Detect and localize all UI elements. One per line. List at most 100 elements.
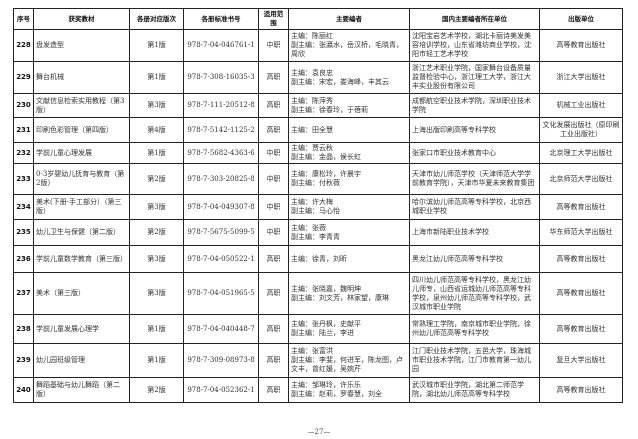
textbook-title: 学前儿童数学教育（第三版） [33, 245, 130, 273]
row-number: 232 [13, 142, 34, 164]
row-number: 238 [13, 314, 34, 344]
header-col-isbn: 各册标准书号 [183, 8, 259, 30]
edition: 第2版 [129, 377, 184, 403]
edition: 第1版 [129, 61, 184, 94]
row-number: 233 [13, 163, 34, 195]
edition: 第2版 [129, 219, 184, 246]
editors: 主编：张丹枫，史献平 副主编：陆兰，李进 [288, 314, 410, 344]
edition: 第3版 [129, 245, 184, 273]
edition: 第1版 [129, 314, 184, 344]
editors: 主编：袁良忠 副主编：宋宏，娄海峰，丰其云 [288, 61, 410, 94]
editor-units: 天津市幼儿师范学校（天津师范大学学前教育学院），天津市华夏未来教育集团 [409, 163, 540, 195]
editor-line: 主编：邹琳玲，许乐乐 [291, 381, 361, 389]
publisher: 高等教育出版社 [539, 377, 623, 403]
row-number: 236 [13, 245, 34, 273]
editor-line: 主编：陈丽红 [291, 32, 333, 40]
isbn: 978-7-111-20512-8 [183, 93, 259, 118]
editor-units: 江门职业技术学院，五邑大学，珠海城市职业技术学院，江门市教育第一幼儿园 [409, 343, 540, 378]
scope: 高职 [258, 61, 289, 94]
publisher: 高等教育出版社 [539, 272, 623, 315]
header-col-scope: 适用范围 [258, 8, 289, 30]
textbook-title: 幼儿卫生与保健（第二版） [33, 219, 130, 246]
editor-line: 主编：徐青，刘昕 [291, 254, 347, 263]
publisher: 华东师范大学出版社 [539, 219, 623, 246]
editor-line: 副主编：金晶，侯长虹 [291, 153, 361, 161]
table-row: 239 幼儿园班级管理 第1版 978-7-309-08973-8 高职 主编：张富洪 副主… [13, 343, 623, 378]
table-row: 238 学前儿童发展心理学 第1版 978-7-04-040448-7 高职 主编：张丹枫… [13, 314, 623, 344]
table-row: 236 学前儿童数学教育（第三版） 第3版 978-7-04-050522-1 高职 主编… [13, 245, 623, 273]
publisher: 浙江大学出版社 [539, 61, 623, 94]
isbn: 978-7-04-052362-1 [183, 377, 259, 403]
edition: 第1版 [129, 142, 184, 164]
table-row: 235 幼儿卫生与保健（第二版） 第2版 978-7-5675-5099-5 中职 主编：… [13, 219, 623, 246]
edition: 第2版 [129, 163, 184, 195]
editors: 主编：许大梅 副主编：马心怡 [288, 194, 410, 220]
row-number: 237 [13, 272, 34, 315]
isbn: 978-7-04-046761-1 [183, 29, 259, 62]
publisher: 高等教育出版社 [539, 29, 623, 62]
table-row: 228 盘发造型 第1版 978-7-04-046761-1 中职 主编：陈丽红 副主编：张… [13, 29, 623, 62]
row-number: 234 [13, 194, 34, 220]
editors: 主编：陈丽红 副主编：张瀛水，岳汉桥，毛晓青，周欣 [288, 29, 410, 62]
isbn: 978-7-5675-5099-5 [183, 219, 259, 246]
editor-line: 副主编：刘文芳，林家望，康琳 [291, 293, 389, 302]
editor-line: 主编：许大梅 [291, 198, 333, 206]
table-row: 229 舞台机械 第1版 978-7-308-16035-3 高职 主编：袁良忠 副主编：宋… [13, 61, 623, 94]
scope: 高职 [258, 377, 289, 403]
header-col-edition: 各册对应版次 [129, 8, 184, 30]
row-number: 229 [13, 61, 34, 94]
isbn: 978-7-309-08973-8 [183, 343, 259, 378]
editor-units: 张家口市职业技术教育中心 [409, 142, 540, 164]
editor-line: 副主编：李斐，何进军，陈龙图，卢文丰，曾红媛，吴婉芹 [291, 356, 403, 373]
awards-table: 序号 获奖教材 各册对应版次 各册标准书号 适用范围 主要编者 国内主要编者所在单位 出版单位… [13, 8, 623, 403]
edition: 第4版 [129, 117, 184, 143]
publisher: 复旦大学出版社 [539, 343, 623, 378]
editor-line: 主编：康松玲，许晨宇 [291, 170, 361, 178]
editor-units: 上海市新陆职业技术学校 [409, 219, 540, 246]
editor-units: 成都航空职业技术学院，深圳职业技术学院 [409, 93, 540, 118]
editor-line: 主编：贾云秋 [291, 144, 333, 152]
editor-line: 副主编：徐春玲，于蓓莉 [291, 105, 368, 114]
page-number: —27— [307, 428, 331, 436]
editor-line: 主编：张丹枫，史献平 [291, 320, 361, 328]
editors: 主编：邹琳玲，许乐乐 副主编：赵莉，罗春慧，刘全 [288, 377, 410, 403]
row-number: 228 [13, 29, 34, 62]
textbook-title: 幼儿园班级管理 [33, 343, 130, 378]
table-row: 233 0-3岁婴幼儿抚育与教育（第2版） 第2版 978-7-303-20825-8… [13, 163, 623, 195]
scope: 高职 [258, 272, 289, 315]
publisher: 北京师范大学出版社 [539, 163, 623, 195]
editor-units: 常熟理工学院，南京城市职业学院，徐州幼儿师范高等专科学校 [409, 314, 540, 344]
publisher: 高等教育出版社 [539, 245, 623, 273]
isbn: 978-7-04-050522-1 [183, 245, 259, 273]
table-row: 234 美术(下册·手工部分）（第三版） 第3版 978-7-04-049307-8 中… [13, 194, 623, 220]
table-row: 237 美术（第三版） 第3版 978-7-04-051965-5 高职 主编：张晓嘉，魏… [13, 272, 623, 315]
header-col-units: 国内主要编者所在单位 [409, 8, 540, 30]
row-number: 231 [13, 117, 34, 143]
editors: 主编：张薇 副主编：李青青 [288, 219, 410, 246]
editor-units: 沈阳宝岩艺术学校，湖北卡丽诗美发美容培训学校，山东省潍坊商业学校，沈阳市轻工艺术… [409, 29, 540, 62]
row-number: 240 [13, 377, 34, 403]
textbook-title: 学前儿童心理发展 [33, 142, 130, 164]
edition: 第3版 [129, 93, 184, 118]
row-number: 230 [13, 93, 34, 118]
isbn: 978-7-04-040448-7 [183, 314, 259, 344]
table-row: 232 学前儿童心理发展 第1版 978-7-5682-4363-6 中职 主编：贾云秋副… [13, 142, 623, 164]
editor-line: 主编：张薇 [291, 223, 326, 232]
editor-line: 副主编：马心怡 [291, 207, 340, 215]
edition: 第1版 [129, 343, 184, 378]
textbook-title: 文献信息检索实用教程（第3版） [33, 93, 130, 118]
isbn: 978-7-303-20825-8 [183, 163, 259, 195]
scope: 中职 [258, 219, 289, 246]
editor-line: 副主编：李青青 [291, 232, 340, 241]
scope: 高职 [258, 245, 289, 273]
editor-units: 哈尔滨幼儿师范高等专科学校，北京西城职业学校 [409, 194, 540, 220]
isbn: 978-7-308-16035-3 [183, 61, 259, 94]
isbn: 978-7-04-051965-5 [183, 272, 259, 315]
editor-line: 副主编：赵莉，罗春慧，刘全 [291, 390, 382, 398]
editor-line: 副主编：张瀛水，岳汉桥，毛晓青，周欣 [291, 41, 403, 58]
editor-line: 主编：张富洪 [291, 347, 333, 355]
editor-line: 副主编：付秋薇 [291, 179, 340, 187]
editor-units: 武汉城市职业学院，湖北第二师范学院，湖北幼儿师范高等专科学校 [409, 377, 540, 403]
scope: 中职 [258, 163, 289, 195]
editor-units: 上海出版印刷高等专科学校 [409, 117, 540, 143]
